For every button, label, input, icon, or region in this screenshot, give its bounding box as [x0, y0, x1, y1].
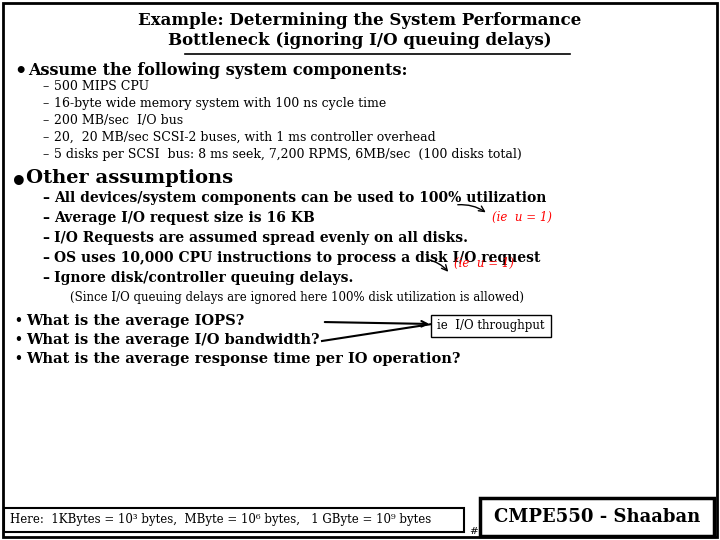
Text: What is the average response time per IO operation?: What is the average response time per IO… — [26, 352, 460, 366]
Text: –: – — [42, 80, 48, 93]
Text: CMPE550 - Shaaban: CMPE550 - Shaaban — [494, 508, 700, 526]
FancyBboxPatch shape — [431, 315, 551, 337]
Text: •: • — [14, 62, 27, 80]
Text: #92  Exam Review  Fall 2014  11-24-2014: #92 Exam Review Fall 2014 11-24-2014 — [469, 527, 690, 536]
Text: –: – — [42, 148, 48, 161]
Text: OS uses 10,000 CPU instructions to process a disk I/O request: OS uses 10,000 CPU instructions to proce… — [54, 251, 541, 265]
Text: •: • — [14, 333, 22, 346]
Text: 20,  20 MB/sec SCSI-2 buses, with 1 ms controller overhead: 20, 20 MB/sec SCSI-2 buses, with 1 ms co… — [54, 131, 436, 144]
Text: 16-byte wide memory system with 100 ns cycle time: 16-byte wide memory system with 100 ns c… — [54, 97, 386, 110]
Text: 500 MIPS CPU: 500 MIPS CPU — [54, 80, 149, 93]
Text: Example: Determining the System Performance: Example: Determining the System Performa… — [138, 12, 582, 29]
Text: I/O Requests are assumed spread evenly on all disks.: I/O Requests are assumed spread evenly o… — [54, 231, 468, 245]
Text: ie  I/O throughput: ie I/O throughput — [437, 320, 545, 333]
Text: –: – — [42, 97, 48, 110]
Text: (Since I/O queuing delays are ignored here 100% disk utilization is allowed): (Since I/O queuing delays are ignored he… — [70, 291, 524, 304]
Text: –: – — [42, 131, 48, 144]
FancyBboxPatch shape — [3, 3, 717, 537]
Text: –: – — [42, 231, 49, 245]
Text: (ie  u = 1): (ie u = 1) — [454, 257, 514, 270]
Text: Average I/O request size is 16 KB: Average I/O request size is 16 KB — [54, 211, 315, 225]
Text: –: – — [42, 114, 48, 127]
Text: Bottleneck (ignoring I/O queuing delays): Bottleneck (ignoring I/O queuing delays) — [168, 32, 552, 49]
Text: All devices/system components can be used to 100% utilization: All devices/system components can be use… — [54, 191, 546, 205]
Text: •: • — [14, 314, 22, 327]
Text: Other assumptions: Other assumptions — [26, 169, 233, 187]
Text: –: – — [42, 271, 49, 285]
Text: 200 MB/sec  I/O bus: 200 MB/sec I/O bus — [54, 114, 183, 127]
Text: 5 disks per SCSI  bus: 8 ms seek, 7,200 RPMS, 6MB/sec  (100 disks total): 5 disks per SCSI bus: 8 ms seek, 7,200 R… — [54, 148, 522, 161]
Text: –: – — [42, 211, 49, 225]
Text: What is the average I/O bandwidth?: What is the average I/O bandwidth? — [26, 333, 320, 347]
FancyBboxPatch shape — [4, 508, 464, 532]
FancyBboxPatch shape — [480, 498, 714, 536]
Text: Here:  1KBytes = 10³ bytes,  MByte = 10⁶ bytes,   1 GByte = 10⁹ bytes: Here: 1KBytes = 10³ bytes, MByte = 10⁶ b… — [10, 514, 431, 526]
Text: –: – — [42, 251, 49, 265]
Text: What is the average IOPS?: What is the average IOPS? — [26, 314, 244, 328]
Text: •: • — [10, 169, 28, 196]
Text: •: • — [14, 352, 22, 365]
Text: Assume the following system components:: Assume the following system components: — [28, 62, 408, 79]
Text: (ie  u = 1): (ie u = 1) — [492, 211, 552, 224]
Text: –: – — [42, 191, 49, 205]
Text: Ignore disk/controller queuing delays.: Ignore disk/controller queuing delays. — [54, 271, 354, 285]
